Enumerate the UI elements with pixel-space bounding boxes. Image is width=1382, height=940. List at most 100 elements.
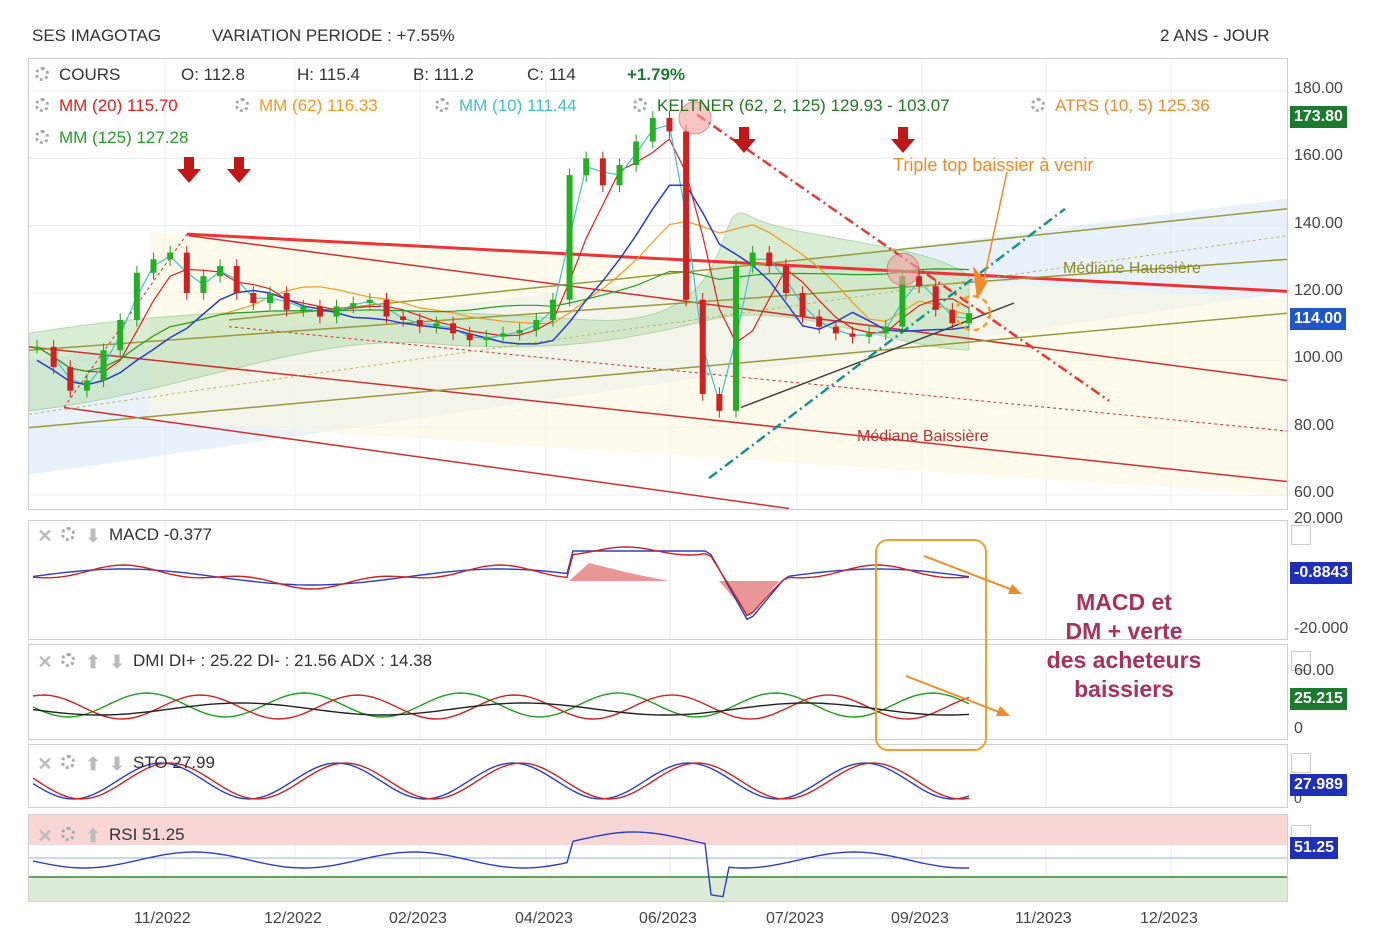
candle-body [383,299,390,317]
rsi-legend: ✕ ⬆ RSI 51.25 [37,825,184,846]
sto-axis-bottom: 0 [1294,790,1302,806]
macd-axis-bottom: -20.000 [1294,620,1349,637]
gear-icon[interactable] [61,653,75,667]
gear-icon[interactable] [61,755,75,769]
arrow-down-icon[interactable]: ⬇ [109,652,125,672]
candle-body [316,306,323,317]
change-value: +1.79% [627,65,686,84]
close-icon[interactable]: ✕ [37,754,53,774]
candle-body [966,313,972,324]
red-dashdot-trendline [696,113,1110,402]
candle-body [882,326,889,334]
down-arrow-marker [227,169,251,183]
rsi-tag: 51.25 [1290,837,1339,859]
close-icon[interactable]: ✕ [37,526,53,546]
price-panel: Triple top baissier à venir Médiane Hauss… [28,58,1288,510]
keltner-value: 129.93 - 103.07 [830,96,950,115]
sto-panel: ✕ ⬆ ⬇ STO 27.99 [28,744,1311,808]
candle-body [366,299,373,304]
macd-value: -0.377 [163,525,212,544]
candle-body [816,316,823,327]
candle-body [699,299,706,394]
price-tick-label: 180.00 [1294,80,1343,97]
close-icon[interactable]: ✕ [37,652,53,672]
candle-body [832,326,839,334]
macd-tag: -0.8843 [1290,562,1353,584]
x-tick-label: 12/2023 [1140,910,1198,927]
candle-body [183,252,190,293]
macd-panel: ✕ ⬇ MACD -0.377 [28,520,1311,640]
candle-body [50,346,57,368]
resistance-line [186,232,1287,293]
candle-body [500,333,506,337]
gear-icon[interactable] [61,527,75,541]
rsi-chart [29,815,1287,901]
instrument-name: SES IMAGOTAG [32,26,162,45]
macd-histogram [569,563,669,581]
dmi-panel: ✕ ⬆ ⬇ DMI DI+ : 25.22 DI- : 21.56 ADX : 14.… [28,644,1311,740]
dmi-checkbox[interactable] [1291,651,1311,671]
low-value: B: 111.2 [413,65,474,84]
arrow-up-icon[interactable]: ⬆ [85,754,101,774]
keltner-legend: KELTNER (62, 2, 125) 129.93 - 103.07 [633,96,950,116]
candle-body [633,141,640,166]
candle-body [67,367,74,391]
mm125-line [36,268,970,372]
oversold-zone [29,877,1287,901]
gear-icon[interactable] [35,67,49,81]
dmi-title: DMI [133,651,165,670]
candle-body [916,276,923,287]
candle-body [932,286,939,310]
arrow-up-icon[interactable]: ⬆ [85,826,101,846]
atrs-legend: ATRS (10, 5) 125.36 [1031,96,1210,116]
gear-icon[interactable] [35,130,49,144]
candle-body [250,293,257,304]
bullish-dotted [29,235,1287,415]
down-arrow-marker [898,127,908,139]
macd-line [32,550,970,621]
atrs-value: 125.36 [1157,96,1210,115]
keltner-name: KELTNER (62, 2, 125) [657,96,826,115]
mm62-value: 116.33 [327,96,378,115]
sto-chart [32,745,1172,807]
top-circle [678,101,712,135]
arrow-up-icon[interactable]: ⬆ [85,652,101,672]
candle-body [267,293,273,304]
arrow-down-icon[interactable]: ⬇ [109,754,125,774]
x-tick-label: 09/2023 [891,910,949,927]
open-value: O: 112.8 [181,65,245,84]
dmi-value: DI+ : 25.22 DI- : 21.56 ADX : 14.38 [168,651,433,670]
gear-icon[interactable] [61,827,75,841]
x-tick-label: 02/2023 [389,910,447,927]
down-arrow-marker [739,127,749,139]
top-circle [886,252,920,286]
gear-icon[interactable] [1031,98,1045,112]
arrow-down-icon[interactable]: ⬇ [85,526,101,546]
sto-checkbox[interactable] [1291,753,1311,773]
gear-icon[interactable] [633,98,647,112]
candle-body [350,303,357,307]
x-tick-label: 07/2023 [766,910,824,927]
candle-body [599,158,606,186]
gear-icon[interactable] [235,98,249,112]
candle-body [733,266,739,411]
dmi-tag: 25.215 [1290,688,1347,710]
candle-body [866,333,873,337]
x-tick-label: 04/2023 [515,910,573,927]
mm20-value: 115.70 [127,96,178,115]
di-minus-line [32,694,970,720]
price-tick-label: 80.00 [1294,416,1335,434]
gear-icon[interactable] [435,98,449,112]
candle-body [333,306,340,317]
candle-body [233,266,240,293]
triple-top-label: Triple top baissier à venir [893,155,1093,175]
projection-circle [954,294,992,332]
mm20-name: MM (20) [59,96,123,115]
candle-body [217,266,224,277]
close-icon[interactable]: ✕ [37,826,53,846]
candle-body [167,252,174,260]
candle-body [466,333,473,341]
gear-icon[interactable] [35,98,49,112]
period-selector[interactable]: 2 ANS - JOUR [1160,26,1270,45]
macd-checkbox[interactable] [1291,525,1311,545]
